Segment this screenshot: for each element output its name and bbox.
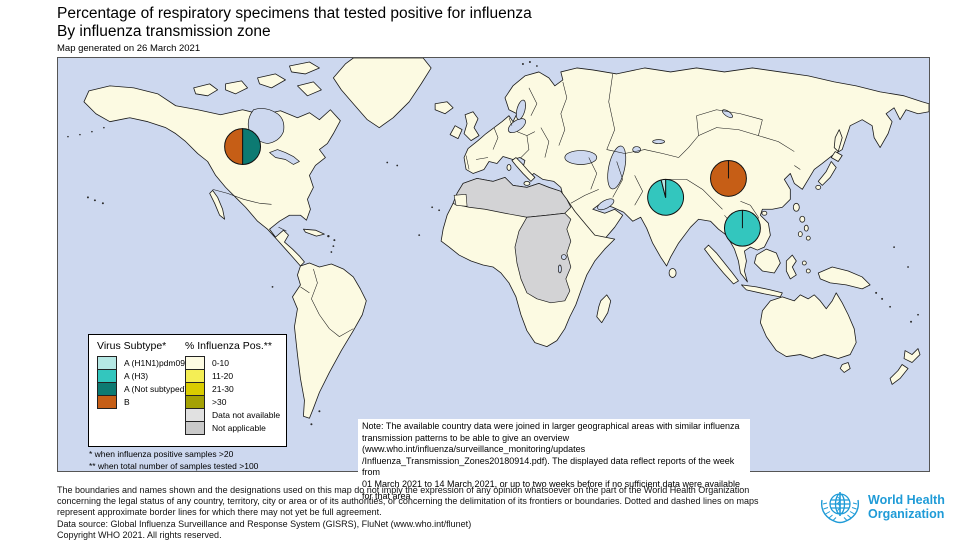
who-emblem-icon (820, 492, 860, 524)
map-generated-date: Map generated on 26 March 2021 (57, 43, 201, 54)
influenza-pos-swatch (185, 369, 205, 383)
sumatra (704, 244, 739, 285)
boundary-disclaimer: The boundaries and names shown and the d… (57, 485, 777, 517)
great-lakes (269, 149, 300, 165)
legend-title-virus: Virus Subtype* (97, 340, 167, 352)
virus-subtype-row: B (97, 395, 185, 409)
pie-charts-layer (224, 128, 761, 247)
virus-subtype-row: A (H1N1)pdm09 (97, 356, 185, 370)
influenza-pos-label: 0-10 (212, 358, 230, 368)
borneo (754, 248, 781, 274)
pie-eastern-asia (710, 160, 747, 197)
central-africa-no-data-zone (514, 212, 572, 304)
who-logo: World Health Organization (818, 486, 945, 528)
pie-southern-asia (647, 178, 685, 216)
australia-landmass (759, 292, 857, 359)
greenland-landmass (332, 58, 432, 129)
copyright-line: Copyright WHO 2021. All rights reserved. (57, 530, 222, 540)
zone-border-lines (212, 73, 801, 337)
influenza-pos-label: 11-20 (212, 371, 234, 381)
new-guinea (817, 266, 871, 290)
virus-subtype-row: A (H3) (97, 369, 185, 383)
landmasses (67, 58, 929, 426)
sri-lanka (668, 268, 677, 278)
new-zealand (903, 348, 921, 363)
north-america-landmass (83, 85, 341, 267)
page-subtitle: By influenza transmission zone (57, 23, 271, 40)
virus-subtype-swatch (97, 369, 117, 383)
pie-north-america (224, 128, 262, 165)
virus-subtype-swatch (97, 382, 117, 396)
influenza-pos-swatch (185, 395, 205, 409)
pie-slice (242, 128, 262, 165)
south-america-landmass (292, 262, 367, 419)
influenza-pos-label: Data not available (212, 410, 281, 420)
virus-subtype-label: B (124, 397, 130, 407)
influenza-pos-swatch (185, 421, 205, 435)
influenza-pos-row: 21-30 (185, 382, 280, 396)
world-map-svg (67, 58, 929, 426)
influenza-pos-row: 11-20 (185, 369, 280, 383)
persian-gulf (597, 198, 615, 211)
pie-slice (660, 178, 667, 198)
virus-subtype-label: A (H3) (124, 371, 149, 381)
japan (830, 151, 843, 162)
map-note-line: /Influenza_Transmission_Zones20180914.pd… (362, 455, 735, 478)
influenza-pos-label: >30 (212, 397, 227, 407)
influenza-pos-row: Not applicable (185, 421, 280, 435)
small-islands (67, 60, 919, 426)
map-note-line: Note: The available country data were jo… (362, 421, 740, 431)
data-source-line: Data source: Global Influenza Surveillan… (57, 519, 472, 529)
influenza-pos-swatch (185, 382, 205, 396)
legend-virus-subtype: Virus Subtype* A (H1N1)pdm09 A (H3) A (Not… (97, 340, 188, 442)
influenza-pos-swatch (185, 356, 205, 370)
world-map: Virus Subtype* A (H1N1)pdm09 A (H3) A (Not… (57, 57, 930, 505)
virus-subtype-label: A (H1N1)pdm09 (124, 358, 185, 368)
who-wordmark: World Health Organization (868, 493, 945, 521)
map-note-line: 01 March 2021 to 14 March 2021, or up to… (362, 478, 741, 501)
virus-subtype-swatch (97, 356, 117, 370)
legend-footnote-1: * when influenza positive samples >20 (89, 449, 234, 459)
virus-subtype-label: A (Not subtyped) (124, 384, 188, 394)
caspian-sea (607, 145, 627, 190)
legend-footnote-2: ** when total number of samples tested >… (89, 461, 259, 471)
british-isles (463, 111, 480, 141)
influenza-pos-row: 0-10 (185, 356, 280, 370)
disclaimer-line: concerning the legal status of any count… (57, 495, 759, 506)
legend-footnotes: * when influenza positive samples >20 **… (89, 448, 258, 472)
influenza-pos-label: Not applicable (212, 423, 266, 433)
madagascar (596, 294, 612, 324)
influenza-pos-row: >30 (185, 395, 280, 409)
legend-influenza-pos: % Influenza Pos.** 0-10 11-20 21-30 >30 Data… (185, 340, 280, 442)
black-sea (564, 150, 598, 165)
influenza-pos-row: Data not available (185, 408, 280, 422)
pie-south-east-asia (723, 209, 761, 247)
virus-subtype-swatch (97, 395, 117, 409)
disclaimer-line: represent approximate border lines for w… (57, 506, 382, 517)
java (741, 284, 783, 298)
virus-subtype-row: A (Not subtyped) (97, 382, 188, 396)
map-note: Note: The available country data were jo… (358, 419, 750, 505)
disclaimer-line: The boundaries and names shown and the d… (57, 485, 750, 495)
influenza-pos-label: 21-30 (212, 384, 234, 394)
baltic-sea (507, 118, 526, 134)
map-note-line: transmission patterns to be able to give… (362, 432, 586, 455)
pie-slice (224, 128, 244, 165)
page-title: Percentage of respiratory specimens that… (57, 5, 532, 22)
tasmania (839, 362, 851, 373)
map-legend: Virus Subtype* A (H1N1)pdm09 A (H3) A (Not… (88, 334, 287, 447)
influenza-pos-swatch (185, 408, 205, 422)
legend-title-pos: % Influenza Pos.** (185, 340, 272, 352)
